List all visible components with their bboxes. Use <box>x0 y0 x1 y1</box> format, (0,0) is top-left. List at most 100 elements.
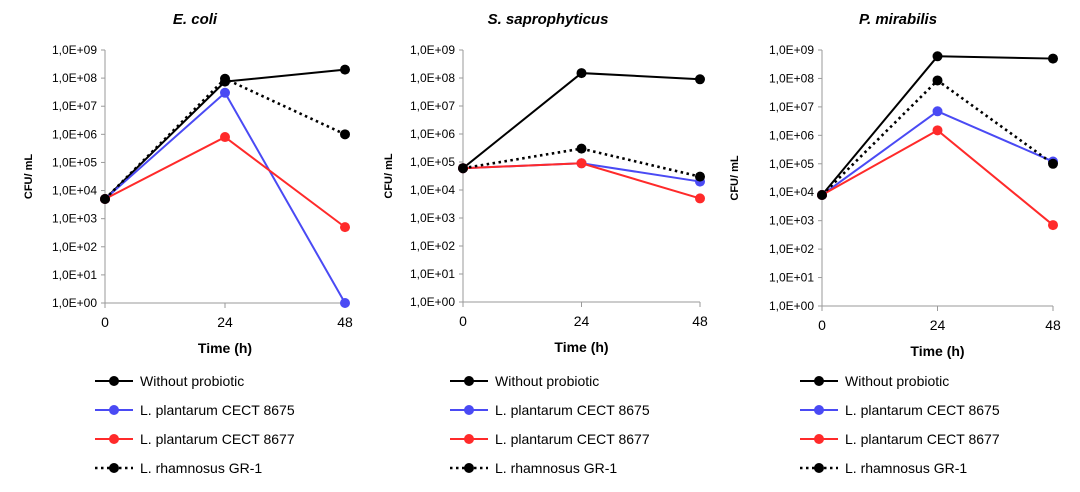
chart-title: S. saprophyticus <box>488 11 609 28</box>
data-point <box>340 222 350 233</box>
series-line <box>821 129 1054 226</box>
data-point <box>1048 53 1058 64</box>
legend-swatch-marker <box>464 434 474 444</box>
legend-swatch-marker <box>814 434 824 444</box>
series-line <box>104 135 346 228</box>
series-4 <box>458 143 705 182</box>
y-axis-label: CFU/ mL <box>383 153 395 199</box>
series-1 <box>458 68 705 174</box>
x-tick-label: 0 <box>101 314 109 330</box>
legend-item: L. plantarum CECT 8677 <box>800 431 1000 447</box>
y-tick-label: 1,0E+09 <box>52 43 97 57</box>
y-tick-label: 1,0E+03 <box>410 211 455 225</box>
data-point <box>817 189 827 200</box>
y-tick-label: 1,0E+00 <box>410 295 455 309</box>
x-tick-label: 48 <box>692 313 708 329</box>
data-point <box>340 129 350 140</box>
legend-label: Without probiotic <box>495 373 599 389</box>
legend: Without probiotic L. plantarum CECT 8675 L… <box>800 373 1000 476</box>
legend-item: L. plantarum CECT 8677 <box>95 431 295 447</box>
legend-item: Without probiotic <box>450 373 599 389</box>
legend-swatch-marker <box>464 376 474 386</box>
series-3 <box>458 158 705 204</box>
y-tick-label: 1,0E+07 <box>52 99 97 113</box>
data-point <box>1048 158 1058 169</box>
legend-label: Without probiotic <box>845 373 949 389</box>
series-2 <box>817 106 1058 200</box>
y-tick-label: 1,0E+03 <box>52 212 97 226</box>
data-point <box>220 132 230 143</box>
y-tick-label: 1,0E+05 <box>410 155 455 169</box>
y-tick-label: 1,0E+08 <box>769 71 814 85</box>
y-tick-label: 1,0E+03 <box>769 214 814 228</box>
data-point <box>576 68 587 79</box>
data-point <box>932 75 943 86</box>
series-2 <box>100 87 350 308</box>
legend-swatch-marker <box>464 463 474 473</box>
legend-item: L. plantarum CECT 8675 <box>800 402 1000 418</box>
x-tick-label: 48 <box>337 314 353 330</box>
y-tick-label: 1,0E+02 <box>769 242 814 256</box>
data-point <box>932 106 943 117</box>
x-tick-label: 0 <box>459 313 467 329</box>
data-point <box>340 64 350 75</box>
y-tick-label: 1,0E+04 <box>410 183 455 197</box>
series-4 <box>100 73 350 205</box>
y-tick-label: 1,0E+08 <box>410 71 455 85</box>
legend-swatch-marker <box>814 463 824 473</box>
data-point <box>695 171 705 182</box>
y-tick-label: 1,0E+05 <box>769 157 814 171</box>
series-line <box>821 78 1054 196</box>
series-4 <box>817 75 1058 200</box>
series-3 <box>817 125 1058 231</box>
x-axis-label: Time (h) <box>910 343 964 359</box>
legend-swatch-marker <box>109 376 119 386</box>
legend-label: L. rhamnosus GR-1 <box>495 460 617 476</box>
legend-item: L. rhamnosus GR-1 <box>450 460 617 476</box>
legend: Without probiotic L. plantarum CECT 8675 L… <box>95 373 295 476</box>
x-tick-label: 24 <box>574 313 590 329</box>
x-tick-label: 24 <box>930 317 946 333</box>
x-tick-label: 24 <box>217 314 233 330</box>
chart-panel-1: E. coli 1,0E+00 1,0E+01 1,0E+02 1,0E+03 1,0E+… <box>23 11 353 476</box>
legend-swatch-marker <box>464 405 474 415</box>
legend-item: Without probiotic <box>95 373 244 389</box>
x-axis-label: Time (h) <box>554 339 608 355</box>
y-tick-label: 1,0E+00 <box>52 296 97 310</box>
legend-label: L. rhamnosus GR-1 <box>140 460 262 476</box>
legend-label: L. rhamnosus GR-1 <box>845 460 967 476</box>
y-tick-label: 1,0E+00 <box>769 299 814 313</box>
series-line <box>462 72 701 169</box>
legend-label: L. plantarum CECT 8675 <box>495 402 650 418</box>
y-tick-label: 1,0E+06 <box>769 128 814 142</box>
data-point <box>1048 220 1058 231</box>
legend-item: L. plantarum CECT 8675 <box>95 402 295 418</box>
legend-label: L. plantarum CECT 8677 <box>495 431 650 447</box>
data-point <box>340 298 350 308</box>
legend-label: Without probiotic <box>140 373 244 389</box>
legend-swatch-marker <box>109 434 119 444</box>
data-point <box>695 193 705 204</box>
data-point <box>220 73 230 84</box>
legend-swatch-marker <box>814 405 824 415</box>
data-point <box>695 74 705 85</box>
legend-swatch-marker <box>109 463 119 473</box>
y-tick-label: 1,0E+06 <box>410 127 455 141</box>
y-tick-label: 1,0E+02 <box>52 240 97 254</box>
x-tick-label: 0 <box>818 317 826 333</box>
x-axis-label: Time (h) <box>198 340 252 356</box>
chart-panel-2: S. saprophyticus 1,0E+00 1,0E+01 1,0E+02 1,0… <box>383 11 708 476</box>
series-line <box>104 91 346 304</box>
data-point <box>100 194 110 205</box>
y-tick-label: 1,0E+07 <box>410 99 455 113</box>
y-tick-label: 1,0E+04 <box>769 185 814 199</box>
y-tick-label: 1,0E+05 <box>52 155 97 169</box>
y-tick-label: 1,0E+04 <box>52 184 97 198</box>
legend-label: L. plantarum CECT 8677 <box>140 431 295 447</box>
data-point <box>576 143 587 154</box>
data-point <box>220 87 230 98</box>
legend-item: L. rhamnosus GR-1 <box>800 460 967 476</box>
chart-title: E. coli <box>173 11 218 28</box>
legend-swatch-marker <box>109 405 119 415</box>
y-tick-label: 1,0E+07 <box>769 100 814 114</box>
